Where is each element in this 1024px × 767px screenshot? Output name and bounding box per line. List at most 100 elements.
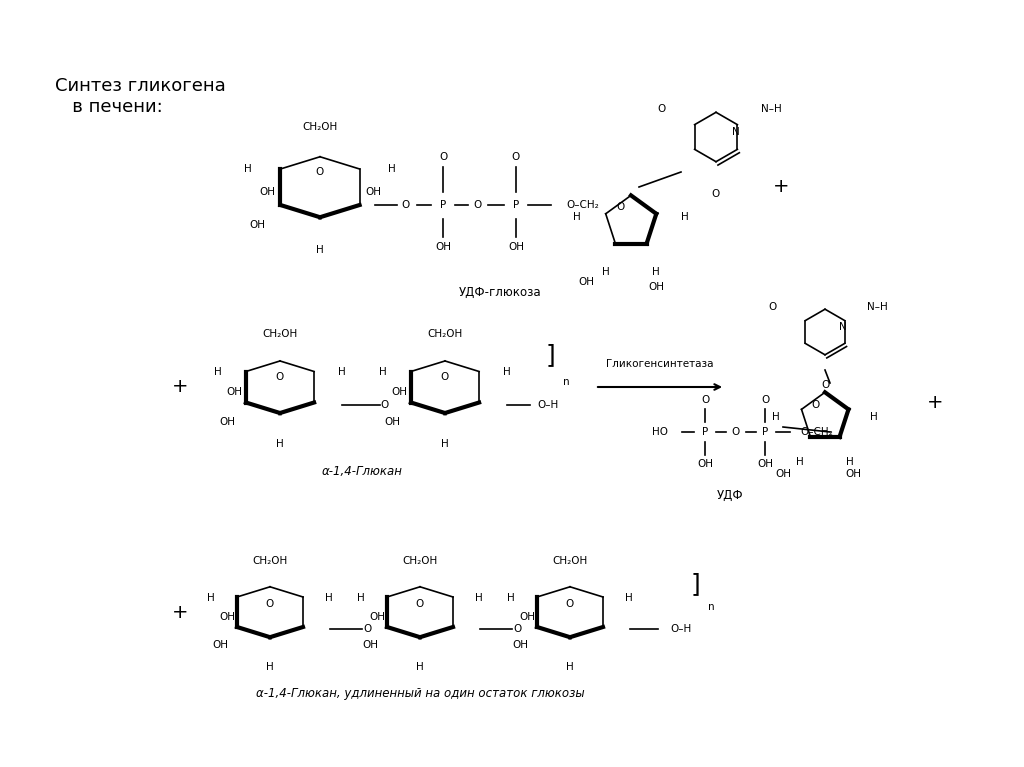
Text: O: O	[769, 302, 777, 312]
Text: H: H	[207, 593, 215, 603]
Text: α-1,4-Глюкан, удлиненный на один остаток глюкозы: α-1,4-Глюкан, удлиненный на один остаток…	[256, 687, 585, 700]
Text: OH: OH	[219, 417, 234, 427]
Text: H: H	[602, 267, 610, 277]
Text: O–H: O–H	[537, 400, 558, 410]
Text: H: H	[796, 457, 804, 467]
Text: O: O	[275, 372, 284, 382]
Text: H: H	[276, 439, 284, 449]
Text: H: H	[316, 245, 324, 255]
Text: H: H	[325, 593, 333, 603]
Text: O: O	[731, 427, 739, 437]
Text: N: N	[732, 127, 740, 137]
Text: O: O	[266, 599, 274, 609]
Text: OH: OH	[648, 282, 664, 292]
Text: CH₂OH: CH₂OH	[302, 122, 338, 132]
Text: OH: OH	[512, 640, 528, 650]
Text: H: H	[625, 593, 633, 603]
Text: CH₂OH: CH₂OH	[427, 329, 463, 339]
Text: O: O	[616, 202, 625, 212]
Text: H: H	[245, 164, 252, 174]
Text: P: P	[440, 200, 446, 210]
Text: H: H	[416, 662, 424, 672]
Text: CH₂OH: CH₂OH	[252, 556, 288, 566]
Text: H: H	[573, 212, 581, 222]
Text: N: N	[839, 322, 847, 332]
Text: H: H	[566, 662, 573, 672]
Text: +: +	[927, 393, 943, 412]
Text: O: O	[512, 152, 520, 162]
Text: P: P	[513, 200, 519, 210]
Text: O: O	[400, 200, 410, 210]
Text: Синтез гликогена
   в печени:: Синтез гликогена в печени:	[55, 77, 225, 116]
Text: H: H	[507, 593, 515, 603]
Text: OH: OH	[775, 469, 791, 479]
Text: O: O	[416, 599, 424, 609]
Text: O: O	[712, 189, 720, 199]
Text: n: n	[563, 377, 569, 387]
Text: O: O	[439, 152, 447, 162]
Text: H: H	[214, 367, 222, 377]
Text: +: +	[172, 377, 188, 397]
Text: H: H	[870, 412, 878, 422]
Text: OH: OH	[845, 469, 861, 479]
Text: O: O	[700, 395, 710, 405]
Text: OH: OH	[249, 220, 265, 230]
Text: CH₂OH: CH₂OH	[262, 329, 298, 339]
Text: H: H	[652, 267, 659, 277]
Text: H: H	[503, 367, 511, 377]
Text: α-1,4-Глюкан: α-1,4-Глюкан	[323, 466, 402, 479]
Text: +: +	[172, 603, 188, 621]
Text: H: H	[475, 593, 482, 603]
Text: H: H	[846, 457, 854, 467]
Text: H: H	[379, 367, 387, 377]
Text: O: O	[761, 395, 769, 405]
Text: O: O	[821, 380, 829, 390]
Text: O: O	[474, 200, 482, 210]
Text: +: +	[773, 177, 790, 196]
Text: OH: OH	[259, 187, 275, 197]
Text: H: H	[266, 662, 273, 672]
Text: OH: OH	[365, 187, 381, 197]
Text: CH₂OH: CH₂OH	[402, 556, 437, 566]
Text: n: n	[708, 602, 715, 612]
Text: Гликогенсинтетаза: Гликогенсинтетаза	[606, 359, 714, 369]
Text: УДФ: УДФ	[717, 489, 743, 502]
Text: P: P	[762, 427, 768, 437]
Text: ]: ]	[690, 572, 699, 596]
Text: CH₂OH: CH₂OH	[552, 556, 588, 566]
Text: HO: HO	[652, 427, 668, 437]
Text: O–H: O–H	[670, 624, 691, 634]
Text: O: O	[315, 167, 325, 177]
Text: ]: ]	[545, 343, 555, 367]
Text: H: H	[681, 212, 689, 222]
Text: O–CH₂: O–CH₂	[566, 200, 599, 210]
Text: O: O	[514, 624, 522, 634]
Text: OH: OH	[757, 459, 773, 469]
Text: OH: OH	[226, 387, 242, 397]
Text: O: O	[381, 400, 389, 410]
Text: N–H: N–H	[761, 104, 781, 114]
Text: OH: OH	[212, 640, 228, 650]
Text: OH: OH	[362, 640, 378, 650]
Text: OH: OH	[384, 417, 400, 427]
Text: УДФ-глюкоза: УДФ-глюкоза	[459, 285, 542, 298]
Text: O: O	[566, 599, 574, 609]
Text: H: H	[441, 439, 449, 449]
Text: OH: OH	[219, 612, 234, 622]
Text: OH: OH	[369, 612, 385, 622]
Text: OH: OH	[519, 612, 535, 622]
Text: O: O	[657, 104, 666, 114]
Text: OH: OH	[578, 277, 594, 287]
Text: N–H: N–H	[867, 302, 888, 312]
Text: OH: OH	[508, 242, 524, 252]
Text: O–CH₂: O–CH₂	[800, 427, 833, 437]
Text: O: O	[364, 624, 372, 634]
Text: OH: OH	[391, 387, 407, 397]
Text: H: H	[772, 412, 780, 422]
Text: O: O	[441, 372, 450, 382]
Text: H: H	[357, 593, 365, 603]
Text: O: O	[811, 400, 819, 410]
Text: OH: OH	[435, 242, 451, 252]
Text: P: P	[701, 427, 709, 437]
Text: H: H	[388, 164, 395, 174]
